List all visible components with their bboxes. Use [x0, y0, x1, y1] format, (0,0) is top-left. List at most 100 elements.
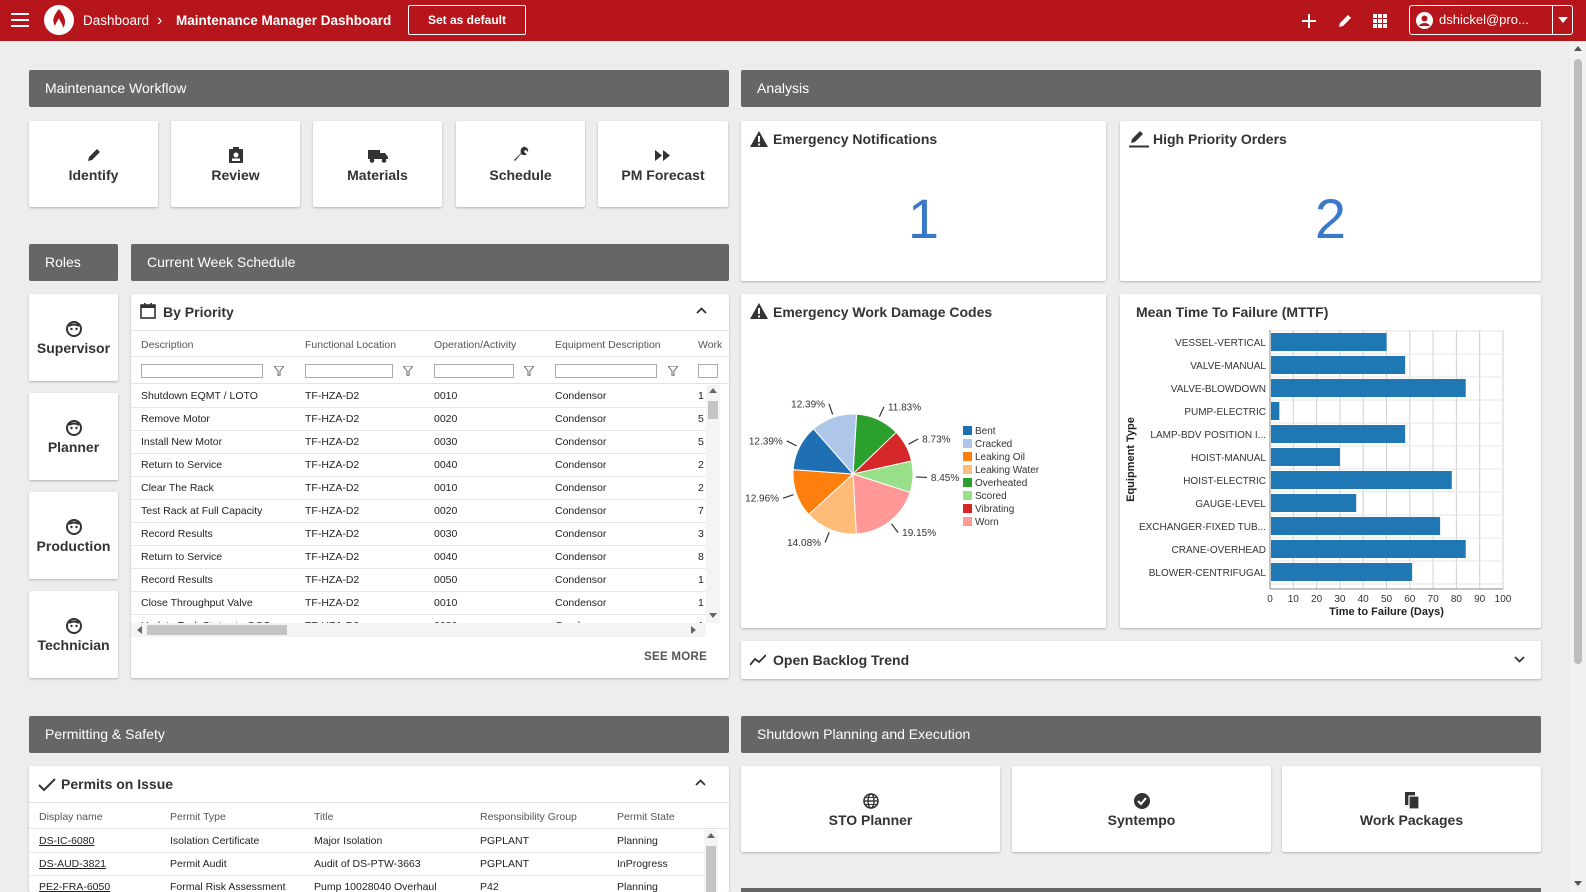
permit-link[interactable]: PE2-FRA-6050 — [39, 881, 111, 892]
table-row[interactable]: Shutdown EQMT / LOTO TF-HZA-D2 0010 Condens… — [131, 385, 706, 408]
see-more-link[interactable]: SEE MORE — [644, 651, 708, 663]
add-icon[interactable] — [1302, 14, 1316, 28]
col-equipment-description[interactable]: Equipment Description — [555, 339, 661, 351]
vertical-scrollbar[interactable] — [704, 830, 718, 892]
chevron-up-icon[interactable] — [696, 307, 707, 314]
col-functional-location[interactable]: Functional Location — [305, 339, 397, 351]
filter-input-operation[interactable] — [434, 364, 514, 378]
table-row[interactable]: Install New Motor TF-HZA-D2 0030 Condensor 5 — [131, 431, 706, 454]
filter-input-equipment[interactable] — [555, 364, 657, 378]
y-tick-label: PUMP-ELECTRIC — [1184, 407, 1266, 418]
page-title: Maintenance Manager Dashboard — [176, 13, 392, 28]
table-row[interactable]: Return to Service TF-HZA-D2 0040 Condensor 2 — [131, 454, 706, 477]
col-description[interactable]: Description — [141, 339, 194, 351]
syntempo-tile[interactable]: Syntempo — [1012, 766, 1271, 852]
cell-description: Install New Motor — [141, 436, 223, 448]
table-row[interactable]: Return to Service TF-HZA-D2 0040 Condensor 8 — [131, 546, 706, 569]
table-row[interactable]: DS-IC-6080 Isolation Certificate Major Iso… — [29, 830, 704, 853]
table-row[interactable]: Clear The Rack TF-HZA-D2 0010 Condensor 2 — [131, 477, 706, 500]
filter-icon[interactable] — [403, 366, 413, 376]
role-production-tile[interactable]: Production — [29, 492, 118, 579]
role-planner-tile[interactable]: Planner — [29, 393, 118, 480]
identify-label: Identify — [68, 167, 119, 183]
cell-operation: 0020 — [434, 413, 458, 425]
y-tick-label: HOIST-MANUAL — [1191, 453, 1266, 464]
table-row[interactable]: Close Throughput Valve TF-HZA-D2 0010 Conde… — [131, 592, 706, 615]
filter-icon[interactable] — [274, 366, 284, 376]
page-scrollbar[interactable] — [1570, 41, 1586, 892]
scroll-up-icon[interactable] — [709, 388, 717, 393]
app-logo-icon[interactable] — [43, 4, 75, 36]
materials-tile[interactable]: Materials — [313, 121, 442, 207]
set-as-default-button[interactable]: Set as default — [408, 5, 526, 35]
table-row[interactable]: Update Tank Status to OOS TF-HZA-D2 0020Co… — [131, 615, 706, 623]
y-tick-label: EXCHANGER-FIXED TUB... — [1139, 522, 1266, 533]
review-tile[interactable]: Review — [171, 121, 300, 207]
permit-link[interactable]: DS-IC-6080 — [39, 835, 95, 847]
bar — [1271, 379, 1466, 397]
open-backlog-trend-card[interactable]: Open Backlog Trend — [741, 641, 1541, 679]
table-row[interactable]: Test Rack at Full Capacity TF-HZA-D2 0020 C… — [131, 500, 706, 523]
scroll-thumb[interactable] — [706, 846, 716, 892]
col-operation-activity[interactable]: Operation/Activity — [434, 339, 517, 351]
chevron-up-icon[interactable] — [695, 779, 706, 786]
chevron-down-icon[interactable] — [1558, 17, 1568, 23]
filter-input-functional-location[interactable] — [305, 364, 393, 378]
filter-input-work[interactable] — [698, 364, 718, 378]
col-work[interactable]: Work — [698, 339, 723, 351]
table-row[interactable]: DS-AUD-3821 Permit Audit Audit of DS-PTW-3… — [29, 853, 704, 876]
horizontal-scrollbar[interactable] — [131, 623, 706, 637]
table-row[interactable]: PE2-FRA-6050 Formal Risk Assessment Pump 1… — [29, 876, 704, 892]
high-priority-orders-card[interactable]: High Priority Orders 2 — [1120, 121, 1541, 281]
col-display-name[interactable]: Display name — [39, 811, 103, 823]
work-packages-tile[interactable]: Work Packages — [1282, 766, 1541, 852]
apps-grid-icon[interactable] — [1373, 14, 1387, 28]
scroll-up-icon[interactable] — [707, 833, 715, 838]
y-tick-label: CRANE-OVERHEAD — [1172, 545, 1266, 556]
col-permit-state[interactable]: Permit State — [617, 811, 675, 823]
sto-planner-tile[interactable]: STO Planner — [741, 766, 1000, 852]
bar — [1271, 517, 1441, 535]
permit-link[interactable]: DS-AUD-3821 — [39, 858, 107, 870]
col-title[interactable]: Title — [314, 811, 334, 823]
grid-header-row: Description Functional Location Operatio… — [131, 330, 729, 357]
schedule-tile[interactable]: Schedule — [456, 121, 585, 207]
x-tick-label: 30 — [1334, 594, 1346, 605]
filter-input-description[interactable] — [141, 364, 263, 378]
role-technician-tile[interactable]: Technician — [29, 591, 118, 678]
col-permit-type[interactable]: Permit Type — [170, 811, 226, 823]
filter-icon[interactable] — [524, 366, 534, 376]
table-row[interactable]: Remove Motor TF-HZA-D2 0020 Condensor 5 — [131, 408, 706, 431]
breadcrumb-root[interactable]: Dashboard — [83, 13, 150, 28]
vertical-scrollbar[interactable] — [706, 385, 720, 623]
identify-tile[interactable]: Identify — [29, 121, 158, 207]
legend-label: Cracked — [975, 439, 1012, 450]
user-menu-button[interactable]: dshickel@pro... — [1409, 5, 1573, 35]
role-supervisor-tile[interactable]: Supervisor — [29, 294, 118, 381]
cell-operation: 0020 — [434, 615, 552, 623]
scroll-thumb[interactable] — [1574, 59, 1582, 664]
scroll-down-icon[interactable] — [709, 613, 717, 618]
globe-icon — [862, 793, 879, 809]
emergency-notifications-card[interactable]: Emergency Notifications 1 — [741, 121, 1106, 281]
edit-icon[interactable] — [1337, 13, 1353, 29]
scroll-down-icon[interactable] — [1574, 881, 1582, 886]
col-responsibility-group[interactable]: Responsibility Group — [480, 811, 577, 823]
cell-operation: 0030 — [434, 436, 458, 448]
pm-forecast-tile[interactable]: PM Forecast — [598, 121, 728, 207]
table-row[interactable]: Record Results TF-HZA-D2 0030 Condensor 3 — [131, 523, 706, 546]
table-row[interactable]: Record Results TF-HZA-D2 0050 Condensor 1 — [131, 569, 706, 592]
filter-icon[interactable] — [668, 366, 678, 376]
scroll-up-icon[interactable] — [1574, 46, 1582, 51]
chevron-down-icon[interactable] — [1514, 656, 1525, 663]
menu-icon[interactable] — [11, 13, 29, 27]
scroll-left-icon[interactable] — [137, 626, 142, 634]
permits-on-issue-title: Permits on Issue — [61, 776, 174, 792]
cell-equipment: Condensor — [555, 528, 607, 540]
trend-line-icon — [750, 654, 766, 666]
pie-slice-cracked — [812, 413, 858, 476]
scroll-thumb[interactable] — [147, 625, 287, 635]
scroll-thumb[interactable] — [708, 401, 718, 419]
scroll-right-icon[interactable] — [691, 626, 696, 634]
cell-operation: 0010 — [434, 390, 458, 402]
